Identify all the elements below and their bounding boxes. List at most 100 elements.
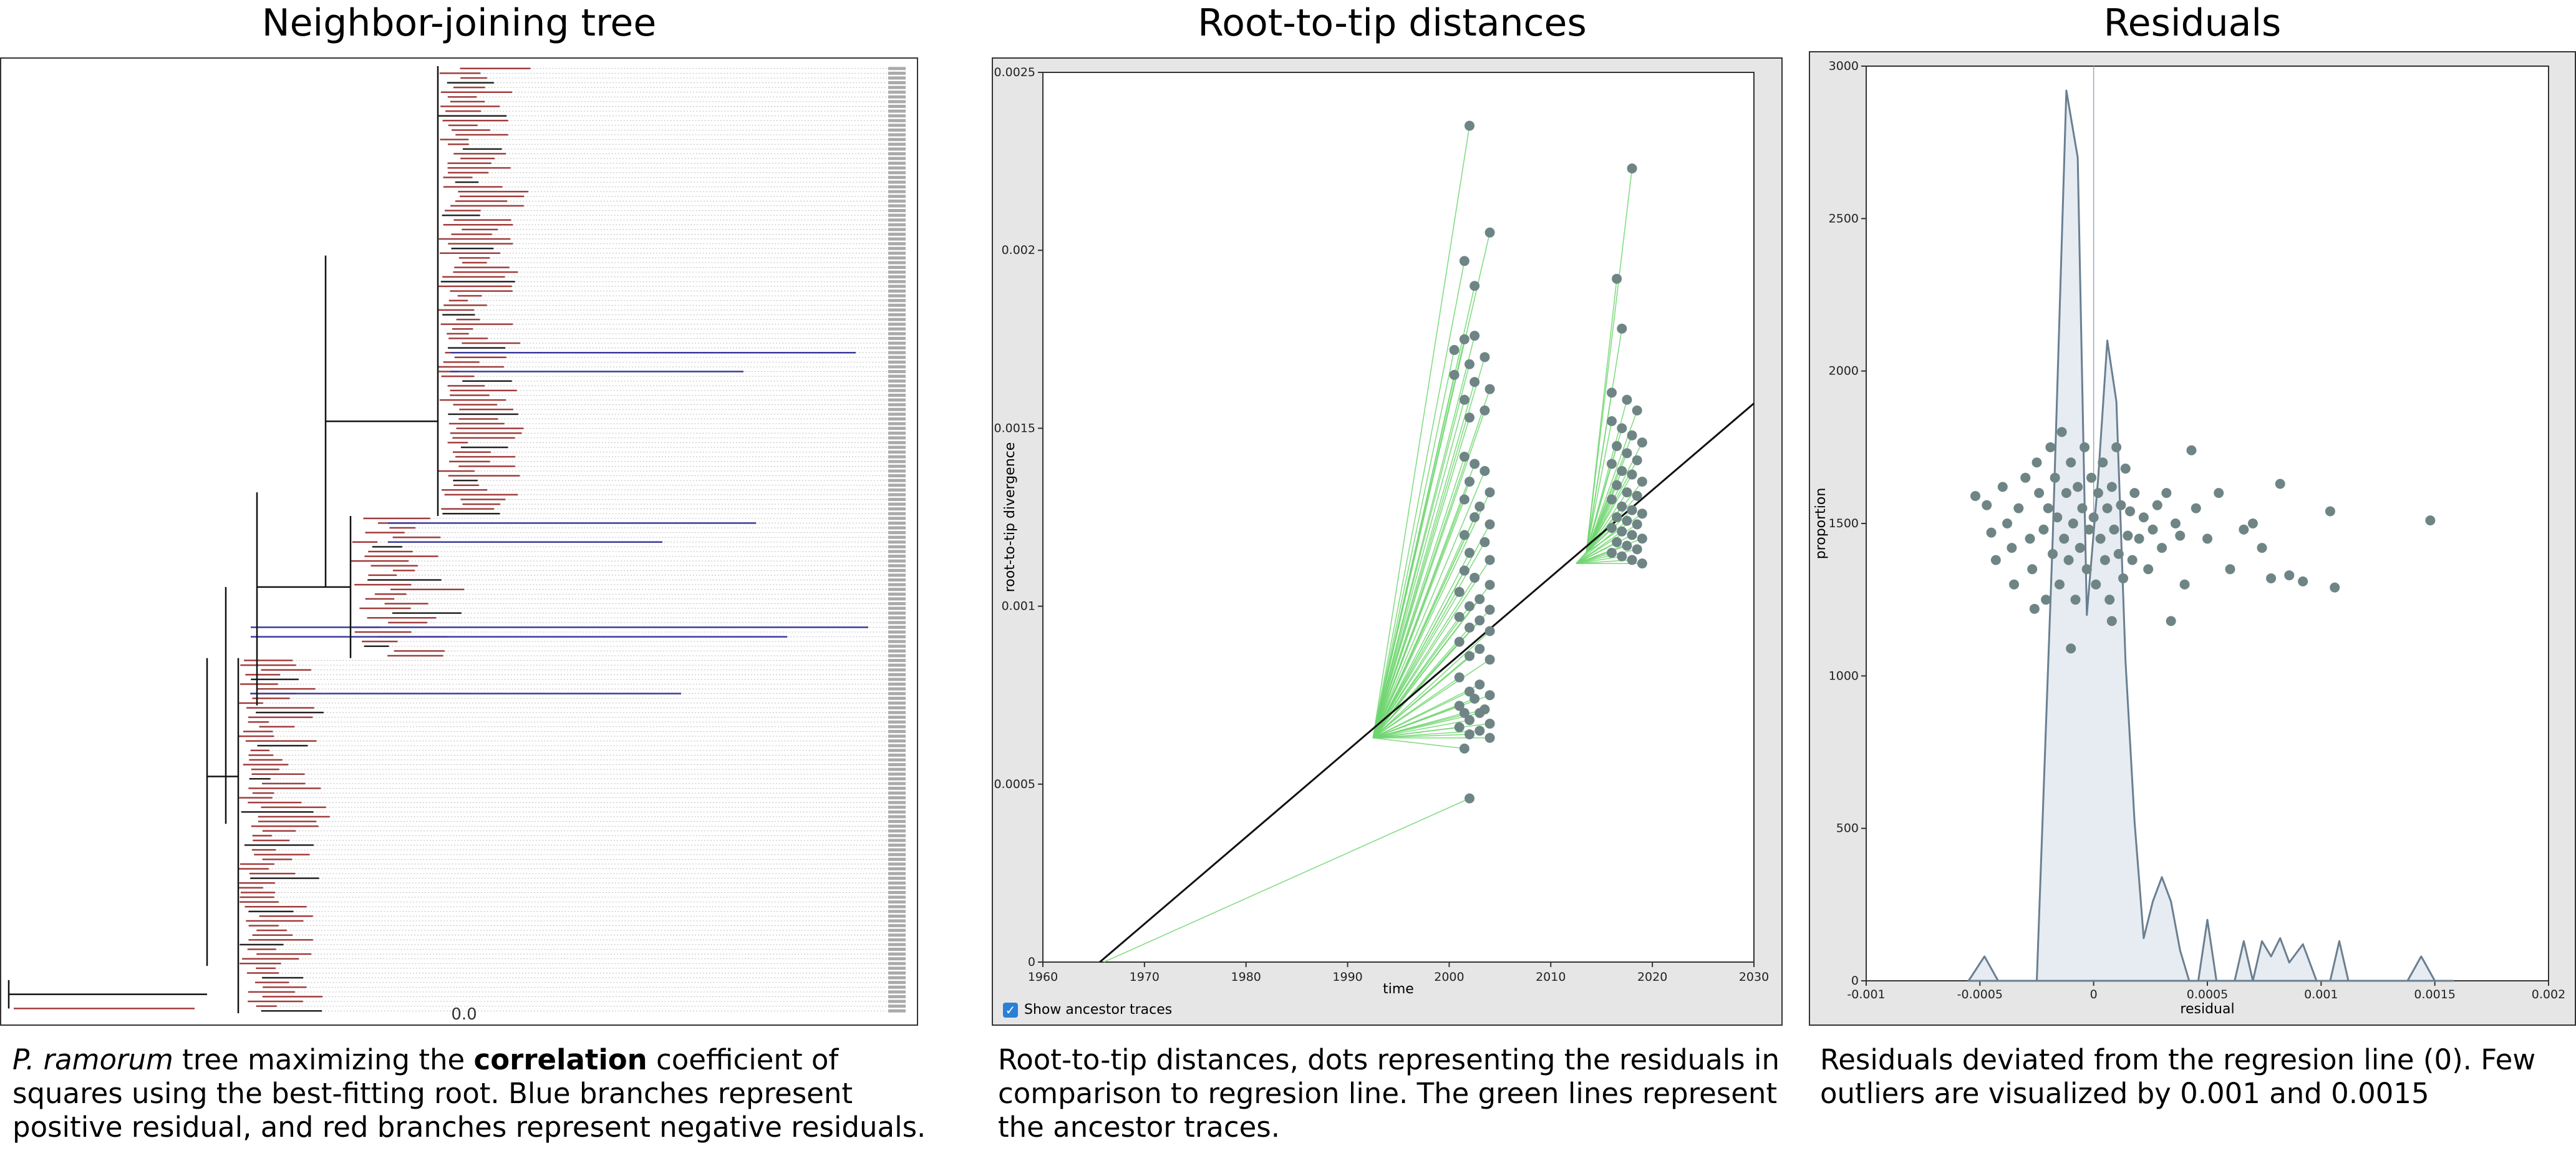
tree-tip-label bbox=[888, 313, 906, 316]
tree-tip-label bbox=[888, 663, 906, 667]
rtt-point bbox=[1627, 430, 1637, 440]
residuals-point bbox=[2186, 445, 2197, 455]
residuals-point bbox=[2166, 616, 2176, 626]
tree-tip-label bbox=[888, 81, 906, 85]
rtt-point bbox=[1470, 572, 1480, 583]
residuals-point bbox=[2075, 543, 2085, 553]
tree-tip-label bbox=[888, 597, 906, 601]
residuals-point bbox=[2086, 472, 2097, 483]
rtt-trace-line bbox=[1576, 531, 1622, 564]
rtt-y-tick-label: 0.002 bbox=[1002, 243, 1035, 257]
residuals-point bbox=[2045, 442, 2056, 452]
tree-tip-label bbox=[888, 786, 906, 790]
rtt-point bbox=[1632, 455, 1642, 465]
residuals-point bbox=[2034, 488, 2045, 499]
rtt-regression-line bbox=[1099, 402, 1755, 963]
tree-tip-label bbox=[888, 497, 906, 501]
tree-tip-label bbox=[888, 332, 906, 336]
residuals-point bbox=[2068, 518, 2078, 528]
tree-tip-label bbox=[888, 171, 906, 175]
tree-tip-label bbox=[888, 877, 906, 880]
residuals-point bbox=[2013, 503, 2024, 513]
tree-tip-label bbox=[888, 895, 906, 899]
rtt-point bbox=[1465, 686, 1474, 697]
tree-tip-label bbox=[888, 919, 906, 923]
residuals-point bbox=[2081, 564, 2092, 575]
residuals-point bbox=[2325, 506, 2335, 517]
residuals-y-axis-label: proportion bbox=[1813, 488, 1829, 560]
rtt-point bbox=[1465, 622, 1474, 633]
tree-tip-label bbox=[888, 890, 906, 894]
rtt-point bbox=[1617, 323, 1627, 334]
tree-tip-label bbox=[888, 900, 906, 904]
tree-tip-label bbox=[888, 640, 906, 643]
tree-tip-label bbox=[888, 696, 906, 700]
tree-tip-label bbox=[888, 952, 906, 956]
tree-tip-label bbox=[888, 1000, 906, 1003]
residuals-point bbox=[2191, 503, 2201, 513]
residuals-x-tick-label: 0.002 bbox=[2532, 988, 2565, 1001]
tree-tip-label bbox=[888, 601, 906, 605]
rtt-chart: 1960 1970 1980 1990 2000 2010 2020 2030 0 0.0005 0… bbox=[994, 66, 1770, 997]
rtt-point bbox=[1617, 526, 1627, 537]
rtt-trace-line bbox=[1372, 456, 1465, 738]
rtt-point bbox=[1474, 679, 1485, 690]
tree-tip-label bbox=[888, 616, 906, 620]
rtt-point bbox=[1479, 465, 1490, 476]
rtt-point bbox=[1479, 704, 1490, 715]
rtt-point bbox=[1465, 548, 1474, 558]
residuals-point bbox=[2127, 555, 2138, 565]
tree-tip-label bbox=[888, 351, 906, 354]
tree-tip-label bbox=[888, 829, 906, 833]
rtt-point bbox=[1637, 476, 1647, 487]
residuals-points bbox=[1970, 427, 2436, 654]
rtt-point bbox=[1612, 480, 1622, 490]
tree-tip-label bbox=[888, 668, 906, 672]
residuals-point bbox=[2123, 530, 2133, 541]
residuals-x-tick-label: 0.001 bbox=[2304, 988, 2338, 1001]
tree-tip-label bbox=[888, 251, 906, 255]
tree-tip-label bbox=[888, 791, 906, 795]
rtt-point bbox=[1459, 530, 1470, 540]
residuals-point bbox=[2125, 506, 2136, 517]
tree-tip-label bbox=[888, 384, 906, 387]
rtt-trace-line bbox=[1373, 737, 1465, 749]
rtt-point bbox=[1607, 387, 1617, 398]
rtt-point bbox=[1465, 476, 1474, 487]
rtt-point bbox=[1622, 394, 1632, 405]
tree-tip-label bbox=[888, 535, 906, 539]
residuals-point bbox=[2061, 488, 2071, 499]
rtt-trace-line bbox=[1372, 641, 1460, 739]
tree-tip-label bbox=[888, 427, 906, 431]
tree-tip-label bbox=[888, 687, 906, 691]
show-ancestor-traces-checkbox[interactable]: ✓ Show ancestor traces bbox=[1003, 1002, 1172, 1018]
tree-tip-label bbox=[888, 479, 906, 482]
residuals-point bbox=[2027, 564, 2038, 575]
tree-tip-label bbox=[888, 502, 906, 506]
rtt-point bbox=[1617, 501, 1627, 512]
rtt-y-axis-label: root-to-tip divergence bbox=[1002, 442, 1018, 593]
rtt-point bbox=[1484, 580, 1495, 590]
rtt-point bbox=[1607, 416, 1617, 426]
tree-tip-label bbox=[888, 517, 906, 520]
tree-tip-label bbox=[888, 824, 906, 828]
tree-tip-label bbox=[888, 914, 906, 918]
tree-tip-label bbox=[888, 805, 906, 809]
tree-tip-label bbox=[888, 578, 906, 582]
checkmark-icon: ✓ bbox=[1003, 1002, 1018, 1018]
rtt-trace-line bbox=[1372, 570, 1465, 739]
tree-tip-label bbox=[888, 299, 906, 303]
tree-tip-label bbox=[888, 839, 906, 842]
tree-tip-label bbox=[888, 611, 906, 615]
tree-tip-label bbox=[888, 938, 906, 941]
rtt-trace-line bbox=[1372, 535, 1465, 738]
tree-tip-label bbox=[888, 692, 906, 696]
residuals-point bbox=[2080, 442, 2090, 452]
rtt-trace-line bbox=[1373, 719, 1470, 739]
tree-tip-label bbox=[888, 246, 906, 250]
rtt-point bbox=[1637, 437, 1647, 448]
rtt-point bbox=[1612, 512, 1622, 522]
tree-tip-label bbox=[888, 218, 906, 222]
residuals-point bbox=[2009, 579, 2020, 590]
tree-tip-label bbox=[888, 76, 906, 80]
